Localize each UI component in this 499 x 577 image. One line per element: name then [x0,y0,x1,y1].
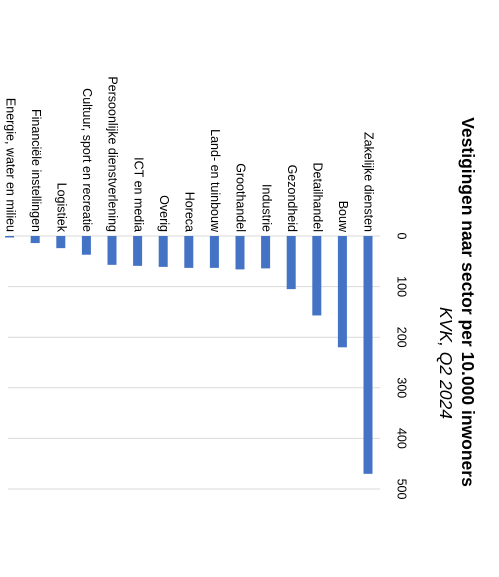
bar [56,236,66,249]
category-label: Gezondheid [285,165,299,232]
category-label: Overig [157,195,171,232]
chart-title: Vestigingen naar sector per 10.000 inwon… [458,117,478,487]
category-label: Industrie [259,184,273,232]
bar [30,236,40,244]
bar [337,236,347,348]
bars [5,236,373,474]
category-label: Land- en tuinbouw [208,129,222,233]
category-label: Zakelijke diensten [362,132,376,232]
bar [107,236,117,265]
bar [261,236,271,269]
category-label: Cultuur, sport en recreatie [80,88,94,232]
category-label: Horeca [183,192,197,232]
bar [158,236,168,267]
bar [133,236,143,266]
bar [5,236,15,238]
tick-label: 0 [395,233,409,240]
value-axis: 0 100 200 300 400 500 [395,233,409,500]
tick-label: 200 [395,327,409,348]
bar [235,236,245,270]
tick-label: 300 [395,377,409,398]
bar [363,236,373,474]
category-label: Energie, water en milieu [3,98,17,232]
category-label: Logistiek [55,183,69,233]
chart-titles: Vestigingen naar sector per 10.000 inwon… [436,117,478,487]
tick-label: 100 [395,276,409,297]
bar [312,236,322,316]
category-label: Bouw [336,201,350,233]
bar [184,236,194,268]
tick-label: 400 [395,428,409,449]
bar [209,236,219,268]
gridlines [8,235,380,490]
bar [286,236,296,290]
chart-subtitle: KVK, Q2 2024 [436,307,456,419]
category-label: Financiële instellingen [29,109,43,232]
category-label: Persoonlijke dienstverlening [106,76,120,232]
category-axis: Zakelijke diensten Bouw Detailhandel Gezond… [3,76,375,233]
category-label: Detailhandel [311,163,325,233]
tick-label: 500 [395,479,409,500]
bar [81,236,91,255]
category-label: ICT en media [131,157,145,232]
category-label: Groothandel [234,163,248,232]
